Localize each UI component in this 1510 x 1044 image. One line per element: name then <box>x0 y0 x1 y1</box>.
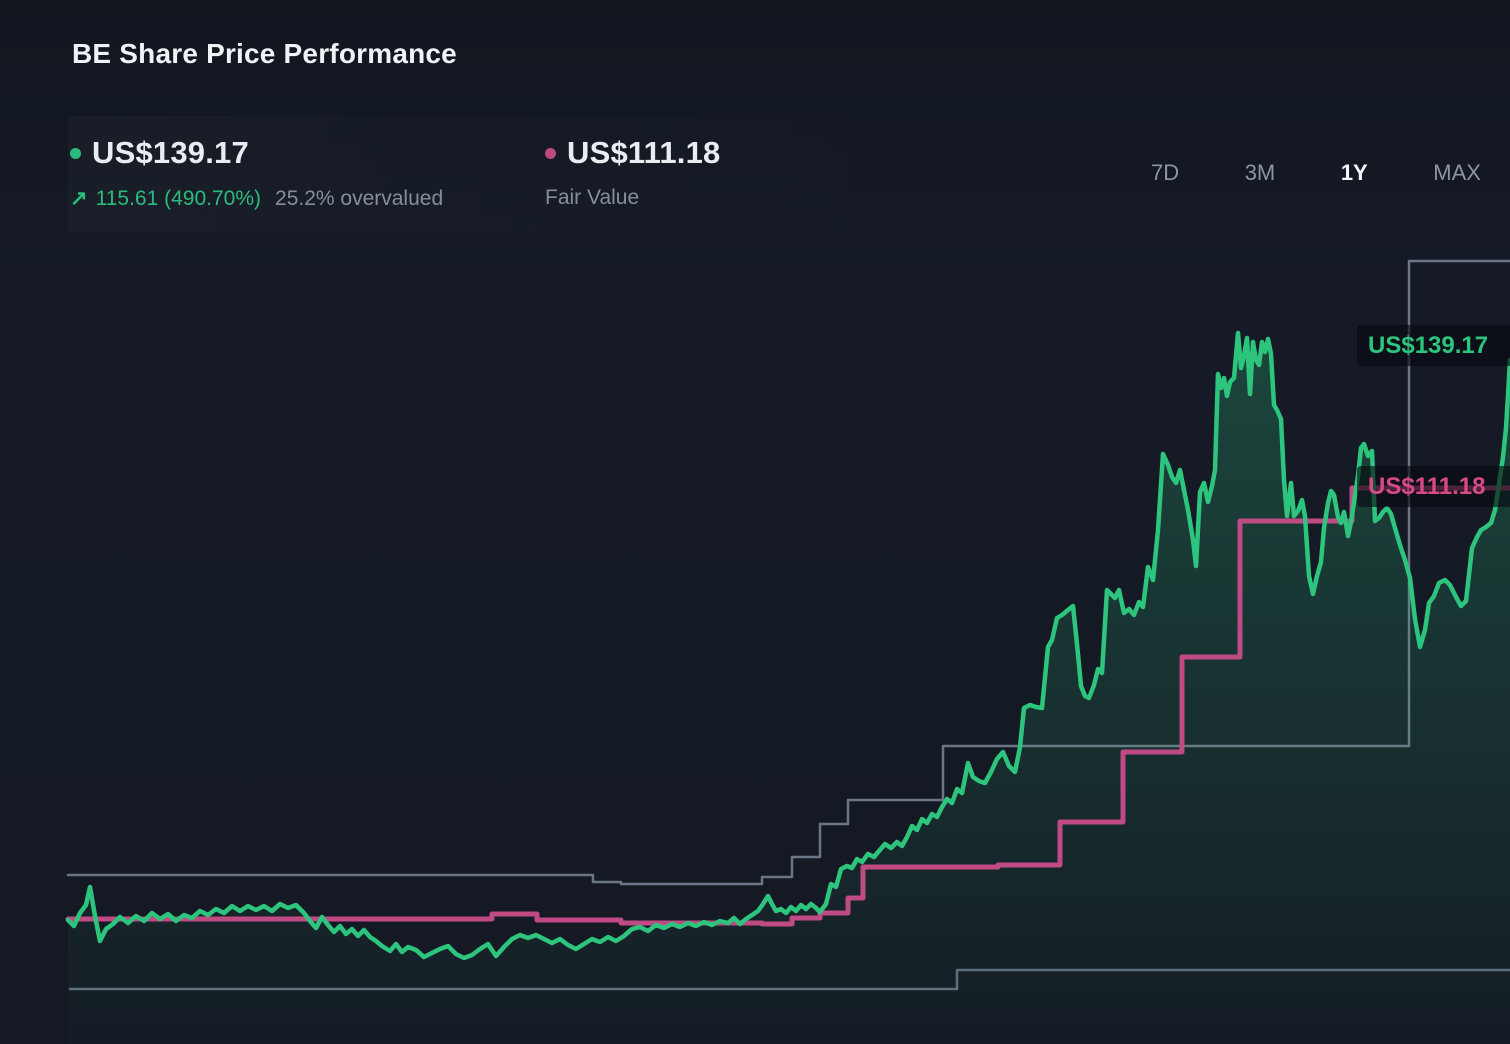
range-selector: 7D 3M 1Y MAX <box>1151 159 1481 187</box>
share-price-legend: US$139.17 ↗ 115.61 (490.70%) 25.2% overv… <box>70 132 443 211</box>
fair-value-axis-label: US$111.18 <box>1357 466 1510 507</box>
fair-value-legend: US$111.18 Fair Value <box>545 132 721 210</box>
share-price-change: 115.61 (490.70%) <box>95 187 262 210</box>
share-price-dot-icon <box>70 147 81 159</box>
share-price-axis-label: US$139.17 <box>1357 325 1510 366</box>
range-button-max[interactable]: MAX <box>1433 160 1481 185</box>
chart-series-group <box>65 259 1510 1044</box>
range-button-1y[interactable]: 1Y <box>1340 160 1368 185</box>
share-price-value: US$139.17 <box>92 135 249 170</box>
fair-value-dot-icon <box>545 147 556 159</box>
fair-value-label: Fair Value <box>545 186 640 209</box>
up-right-arrow-icon: ↗ <box>70 187 88 210</box>
range-button-7d[interactable]: 7D <box>1151 160 1180 185</box>
fair-value-value: US$111.18 <box>567 135 721 170</box>
valuation-status: 25.2% overvalued <box>275 187 444 210</box>
page-title: BE Share Price Performance <box>72 38 457 69</box>
range-button-3m[interactable]: 3M <box>1244 160 1276 185</box>
